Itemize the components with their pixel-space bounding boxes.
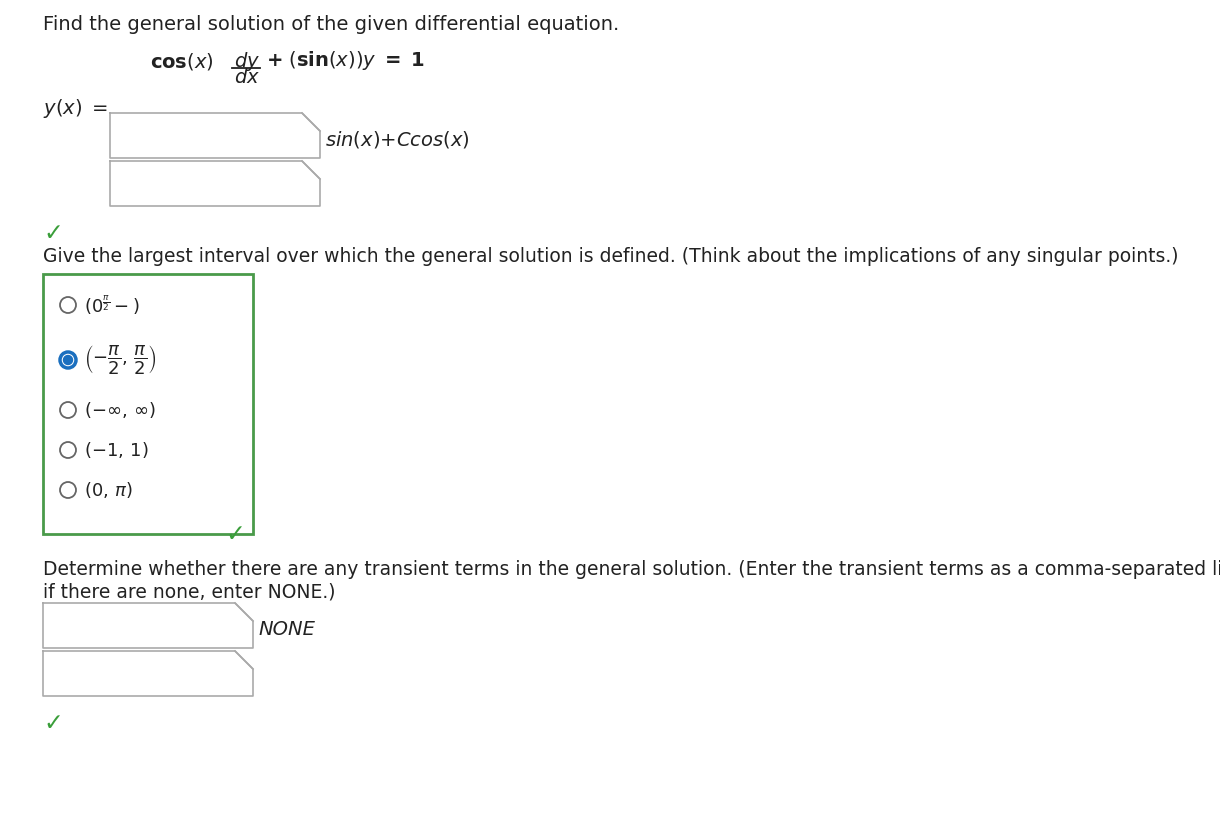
Text: $\mathit{dy}$: $\mathit{dy}$ [234,50,260,73]
Circle shape [60,352,76,368]
Circle shape [63,356,72,365]
Circle shape [60,442,76,458]
Text: Give the largest interval over which the general solution is defined. (Think abo: Give the largest interval over which the… [43,247,1179,266]
Text: Find the general solution of the given differential equation.: Find the general solution of the given d… [43,15,620,34]
Circle shape [60,297,76,313]
Text: $(0,\,\pi)$: $(0,\,\pi)$ [84,480,133,500]
Text: ✓: ✓ [224,522,245,546]
Bar [43,274,253,534]
Text: $(-\infty,\,\infty)$: $(-\infty,\,\infty)$ [84,400,156,420]
Text: $\left(-\dfrac{\pi}{2},\,\dfrac{\pi}{2}\right)$: $\left(-\dfrac{\pi}{2},\,\dfrac{\pi}{2}\… [84,343,156,376]
Text: $\mathbf{cos}$($\mathit{x}$): $\mathbf{cos}$($\mathit{x}$) [150,51,214,71]
Circle shape [60,482,76,498]
Text: $\mathit{sin}$($\mathit{x}$)+$\mathit{C}$$\mathit{cos}$($\mathit{x}$): $\mathit{sin}$($\mathit{x}$)+$\mathit{C}… [325,129,470,150]
Circle shape [60,352,76,368]
Circle shape [60,402,76,418]
Text: if there are none, enter NONE.): if there are none, enter NONE.) [43,582,336,601]
Text: $\mathit{y}$($\mathit{x}$) $=$: $\mathit{y}$($\mathit{x}$) $=$ [43,97,109,120]
Text: $(-1,\,1)$: $(-1,\,1)$ [84,440,149,460]
Text: ✓: ✓ [43,711,62,735]
Text: NONE: NONE [257,620,315,639]
Text: Determine whether there are any transient terms in the general solution. (Enter : Determine whether there are any transien… [43,560,1220,579]
Text: $\mathit{dx}$: $\mathit{dx}$ [234,68,260,87]
Text: $\left(0^{\frac{\pi}{2}}-\right)$: $\left(0^{\frac{\pi}{2}}-\right)$ [84,293,140,317]
Text: ✓: ✓ [43,221,62,245]
Text: $\mathbf{+}$ ($\mathbf{sin}$($\mathit{x}$))$\mathit{y}$ $\mathbf{=}$ $\mathbf{1}: $\mathbf{+}$ ($\mathbf{sin}$($\mathit{x}… [266,50,425,72]
